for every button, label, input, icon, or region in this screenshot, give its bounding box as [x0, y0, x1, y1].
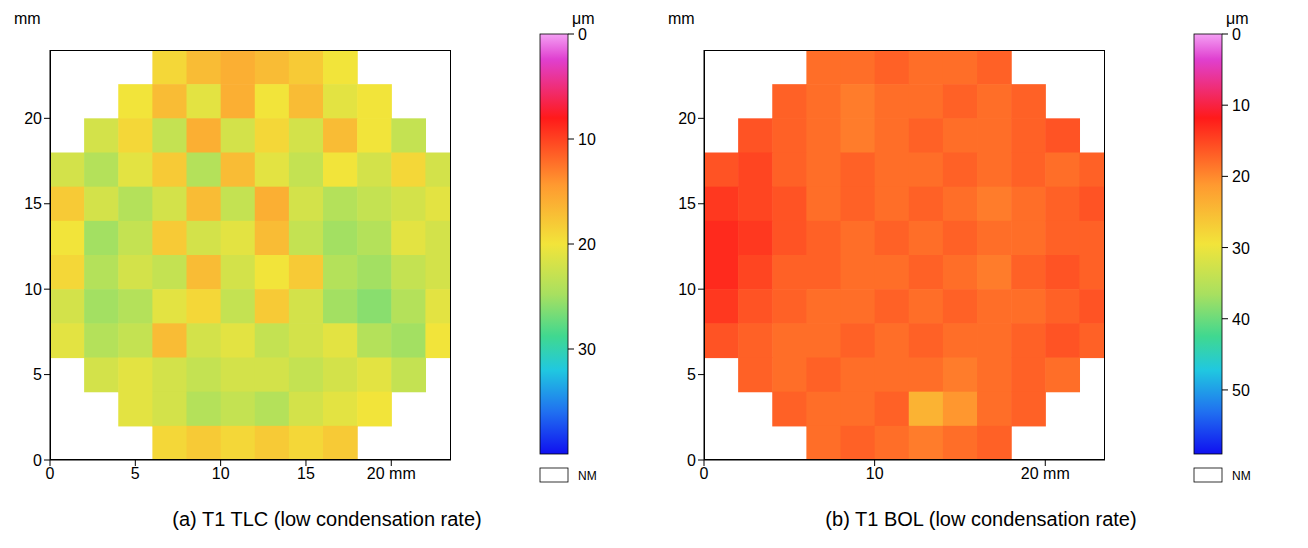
svg-text:15: 15 [678, 195, 696, 212]
html-text:mm: mm [668, 10, 695, 27]
svg-text:50: 50 [1232, 382, 1250, 399]
svg-text:μm: μm [572, 10, 595, 27]
svg-text:10: 10 [24, 281, 42, 298]
svg-text:10: 10 [866, 465, 884, 482]
svg-text:20: 20 [24, 110, 42, 127]
svg-text:0: 0 [687, 452, 696, 469]
svg-text:20: 20 [578, 236, 596, 253]
svg-text:20: 20 [678, 110, 696, 127]
svg-text:15: 15 [24, 195, 42, 212]
svg-text:5: 5 [33, 366, 42, 383]
svg-text:10: 10 [678, 281, 696, 298]
svg-text:5: 5 [131, 465, 140, 482]
svg-text:0: 0 [700, 465, 709, 482]
svg-text:20: 20 [1232, 168, 1250, 185]
svg-text:5: 5 [687, 366, 696, 383]
html-text:(a) T1 TLC (low condensation r: (a) T1 TLC (low condensation rate) [172, 508, 482, 530]
svg-text:20 mm: 20 mm [367, 465, 416, 482]
svg-text:NM: NM [578, 469, 597, 483]
svg-text:0: 0 [33, 452, 42, 469]
svg-text:15: 15 [297, 465, 315, 482]
svg-text:10: 10 [212, 465, 230, 482]
svg-text:0: 0 [578, 26, 587, 43]
svg-text:30: 30 [1232, 240, 1250, 257]
html-text:(b) T1 BOL (low condensation r: (b) T1 BOL (low condensation rate) [825, 508, 1137, 530]
svg-text:0: 0 [1232, 26, 1241, 43]
svg-text:40: 40 [1232, 311, 1250, 328]
html-text:mm: mm [14, 10, 41, 27]
svg-text:20 mm: 20 mm [1021, 465, 1070, 482]
svg-text:10: 10 [1232, 97, 1250, 114]
svg-text:0: 0 [46, 465, 55, 482]
svg-text:NM: NM [1232, 469, 1251, 483]
svg-text:30: 30 [578, 341, 596, 358]
svg-text:10: 10 [578, 131, 596, 148]
svg-text:μm: μm [1226, 10, 1249, 27]
